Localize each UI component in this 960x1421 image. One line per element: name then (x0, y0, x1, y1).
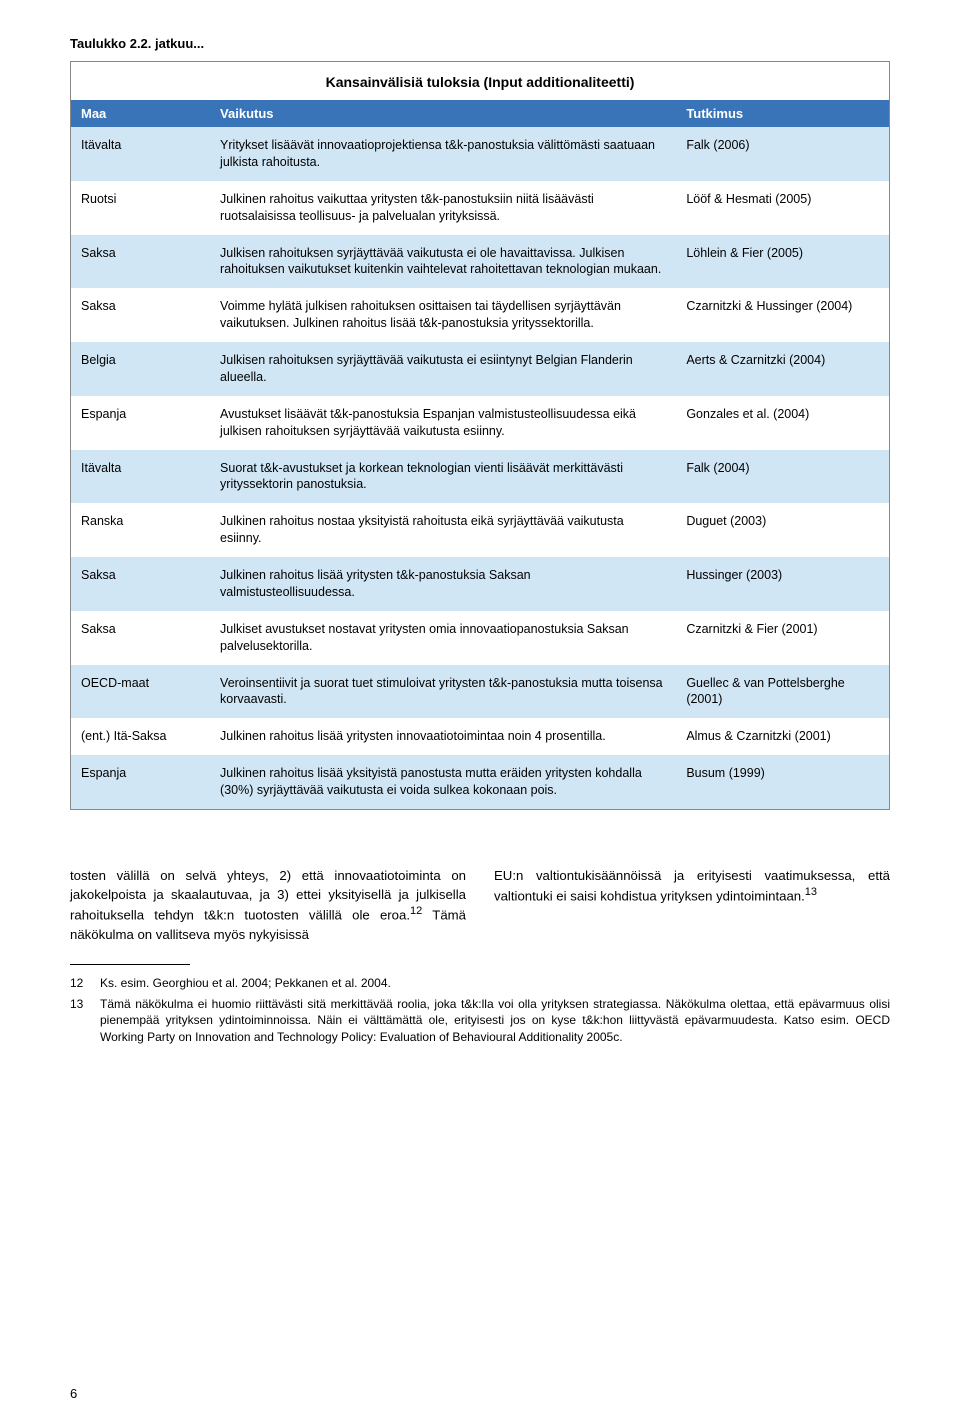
cell-effect: Julkinen rahoitus lisää yksityistä panos… (210, 755, 676, 809)
table-row: BelgiaJulkisen rahoituksen syrjäyttävää … (71, 342, 889, 396)
cell-effect: Avustukset lisäävät t&k-panostuksia Espa… (210, 396, 676, 450)
cell-country: Itävalta (71, 127, 210, 181)
table-row: SaksaJulkinen rahoitus lisää yritysten t… (71, 557, 889, 611)
cell-effect: Julkinen rahoitus lisää yritysten t&k-pa… (210, 557, 676, 611)
table-header-cell: Tutkimus (676, 100, 889, 127)
cell-country: Saksa (71, 235, 210, 289)
cell-study: Löhlein & Fier (2005) (676, 235, 889, 289)
table-row: OECD-maatVeroinsentiivit ja suorat tuet … (71, 665, 889, 719)
cell-country: Belgia (71, 342, 210, 396)
body-left-col: tosten välillä on selvä yhteys, 2) että … (70, 866, 466, 944)
fn-ref-13: 13 (805, 886, 817, 898)
cell-study: Aerts & Czarnitzki (2004) (676, 342, 889, 396)
table-body: ItävaltaYritykset lisäävät innovaatiopro… (71, 127, 889, 809)
footnote-text: Ks. esim. Georghiou et al. 2004; Pekkane… (100, 975, 890, 992)
table-row: EspanjaJulkinen rahoitus lisää yksityist… (71, 755, 889, 809)
body-right-pre: EU:n valtiontukisäännöissä ja erityisest… (494, 868, 890, 904)
cell-study: Falk (2004) (676, 450, 889, 504)
cell-country: OECD-maat (71, 665, 210, 719)
table-title: Kansainvälisiä tuloksia (Input additiona… (71, 62, 889, 100)
footnote-separator (70, 964, 190, 965)
fn-ref-12: 12 (410, 905, 422, 917)
cell-country: Ranska (71, 503, 210, 557)
table-row: ItävaltaSuorat t&k-avustukset ja korkean… (71, 450, 889, 504)
cell-effect: Julkisen rahoituksen syrjäyttävää vaikut… (210, 342, 676, 396)
table-header-cell: Vaikutus (210, 100, 676, 127)
body-right-col: EU:n valtiontukisäännöissä ja erityisest… (494, 866, 890, 944)
cell-study: Guellec & van Pottelsberghe (2001) (676, 665, 889, 719)
cell-study: Gonzales et al. (2004) (676, 396, 889, 450)
table-row: SaksaJulkisen rahoituksen syrjäyttävää v… (71, 235, 889, 289)
cell-effect: Julkinen rahoitus lisää yritysten innova… (210, 718, 676, 755)
cell-study: Almus & Czarnitzki (2001) (676, 718, 889, 755)
footnote-number: 13 (70, 996, 100, 1046)
cell-effect: Julkiset avustukset nostavat yritysten o… (210, 611, 676, 665)
results-table: MaaVaikutusTutkimus ItävaltaYritykset li… (71, 100, 889, 809)
table-row: ItävaltaYritykset lisäävät innovaatiopro… (71, 127, 889, 181)
cell-country: Itävalta (71, 450, 210, 504)
cell-country: Saksa (71, 288, 210, 342)
table-row: RuotsiJulkinen rahoitus vaikuttaa yritys… (71, 181, 889, 235)
page-number: 6 (70, 1386, 77, 1401)
table-row: RanskaJulkinen rahoitus nostaa yksityist… (71, 503, 889, 557)
document-page: Taulukko 2.2. jatkuu... Kansainvälisiä t… (0, 0, 960, 1421)
cell-country: (ent.) Itä-Saksa (71, 718, 210, 755)
cell-effect: Julkinen rahoitus nostaa yksityistä raho… (210, 503, 676, 557)
cell-study: Falk (2006) (676, 127, 889, 181)
body-left-pre: tosten välillä on selvä yhteys, 2) että … (70, 868, 466, 923)
cell-country: Espanja (71, 755, 210, 809)
footnote: 13Tämä näkökulma ei huomio riittävästi s… (70, 996, 890, 1046)
cell-study: Czarnitzki & Hussinger (2004) (676, 288, 889, 342)
cell-effect: Julkisen rahoituksen syrjäyttävää vaikut… (210, 235, 676, 289)
table-row: (ent.) Itä-SaksaJulkinen rahoitus lisää … (71, 718, 889, 755)
cell-effect: Voimme hylätä julkisen rahoituksen ositt… (210, 288, 676, 342)
cell-effect: Julkinen rahoitus vaikuttaa yritysten t&… (210, 181, 676, 235)
cell-study: Lööf & Hesmati (2005) (676, 181, 889, 235)
cell-country: Ruotsi (71, 181, 210, 235)
cell-country: Saksa (71, 611, 210, 665)
cell-country: Espanja (71, 396, 210, 450)
table-row: EspanjaAvustukset lisäävät t&k-panostuks… (71, 396, 889, 450)
cell-study: Hussinger (2003) (676, 557, 889, 611)
table-row: SaksaVoimme hylätä julkisen rahoituksen … (71, 288, 889, 342)
cell-effect: Yritykset lisäävät innovaatioprojektiens… (210, 127, 676, 181)
cell-study: Czarnitzki & Fier (2001) (676, 611, 889, 665)
footnotes-block: 12Ks. esim. Georghiou et al. 2004; Pekka… (70, 975, 890, 1046)
table-container: Kansainvälisiä tuloksia (Input additiona… (70, 61, 890, 810)
cell-study: Duguet (2003) (676, 503, 889, 557)
table-header-row: MaaVaikutusTutkimus (71, 100, 889, 127)
footnote-number: 12 (70, 975, 100, 992)
cell-country: Saksa (71, 557, 210, 611)
table-caption: Taulukko 2.2. jatkuu... (70, 36, 890, 51)
table-row: SaksaJulkiset avustukset nostavat yritys… (71, 611, 889, 665)
cell-effect: Veroinsentiivit ja suorat tuet stimuloiv… (210, 665, 676, 719)
cell-study: Busum (1999) (676, 755, 889, 809)
footnote: 12Ks. esim. Georghiou et al. 2004; Pekka… (70, 975, 890, 992)
body-text-columns: tosten välillä on selvä yhteys, 2) että … (70, 866, 890, 944)
table-header-cell: Maa (71, 100, 210, 127)
cell-effect: Suorat t&k-avustukset ja korkean teknolo… (210, 450, 676, 504)
footnote-text: Tämä näkökulma ei huomio riittävästi sit… (100, 996, 890, 1046)
